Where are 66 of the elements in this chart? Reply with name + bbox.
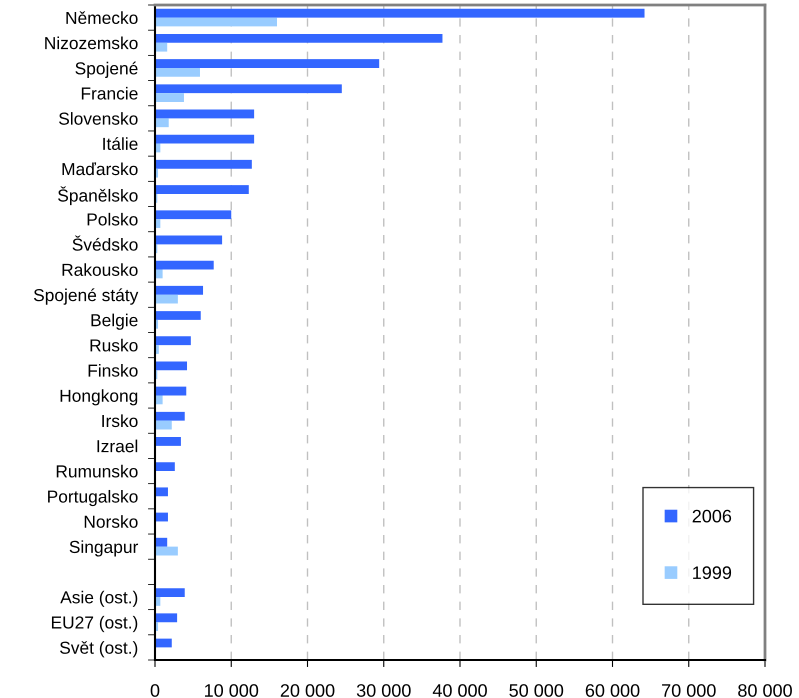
bar (155, 546, 178, 556)
bar (155, 487, 168, 496)
x-tick-label: 50 000 (509, 684, 564, 697)
bar (155, 420, 172, 430)
y-tick-label: Nizozemsko (45, 36, 138, 50)
y-tick-label: Polsko (88, 212, 138, 226)
y-tick-label: Rumunsko (56, 464, 138, 478)
y-tick-label: EU27 (ost.) (52, 616, 138, 632)
y-tick-label: Singapur (70, 540, 138, 557)
x-tick-label: 10 000 (205, 684, 258, 697)
bar (155, 638, 172, 648)
y-tick-label: Maďarsko (62, 162, 138, 176)
y-tick-label: Portugalsko (48, 490, 138, 506)
y-tick-label: Francie (82, 86, 138, 100)
x-tick-label: 20 000 (280, 684, 334, 697)
y-tick-label: Španělsko (58, 186, 138, 206)
x-tick-label: 0 (150, 684, 160, 697)
bar (155, 68, 200, 77)
bar (155, 93, 184, 102)
y-tick-label: Norsko (84, 515, 138, 528)
bar (155, 361, 188, 370)
x-tick-label: 30 000 (356, 684, 411, 697)
bar (155, 110, 254, 118)
bar (155, 59, 380, 68)
bar (155, 462, 175, 472)
bar (155, 386, 186, 396)
bar (155, 8, 645, 18)
bar (155, 613, 178, 622)
bar (155, 437, 181, 446)
bar (155, 236, 222, 244)
bar (155, 34, 442, 43)
legend-label: 1999 (693, 566, 732, 580)
bar (155, 512, 168, 522)
bar (155, 160, 252, 169)
legend-label: 2006 (692, 510, 732, 523)
y-tick-label: Belgie (92, 314, 138, 330)
bar (155, 84, 342, 94)
y-tick-label: Spojené (75, 62, 138, 78)
bar (155, 18, 277, 26)
y-tick-label: Asie (ost.) (60, 590, 138, 607)
bar (155, 185, 249, 194)
y-tick-label: Německo (66, 11, 138, 24)
x-tick-label: 40 000 (432, 684, 487, 697)
bar (155, 210, 232, 220)
bar (155, 294, 178, 304)
x-tick-label: 60 000 (586, 684, 640, 697)
y-tick-label: Slovensko (59, 112, 138, 125)
bar (155, 412, 185, 421)
bar (155, 336, 191, 346)
y-tick-label: Itálie (103, 137, 138, 150)
y-tick-label: Švédsko (72, 235, 138, 251)
y-tick-label: Hongkong (60, 389, 138, 406)
bar (155, 286, 204, 295)
bar (155, 260, 214, 270)
y-tick-label: Irsko (102, 414, 138, 428)
y-tick-label: Rakousko (62, 263, 138, 276)
bar (155, 588, 185, 598)
y-tick-label: Finsko (88, 364, 138, 377)
x-tick-label: 70 000 (662, 684, 716, 697)
x-tick-label: 80 000 (738, 684, 792, 697)
bar (155, 134, 254, 144)
y-tick-label: Svět (ost.) (60, 641, 138, 658)
y-tick-label: Izrael (97, 440, 138, 452)
y-tick-label: Rusko (90, 338, 138, 352)
y-tick-label: Spojené státy (34, 288, 138, 305)
bar (155, 311, 201, 320)
